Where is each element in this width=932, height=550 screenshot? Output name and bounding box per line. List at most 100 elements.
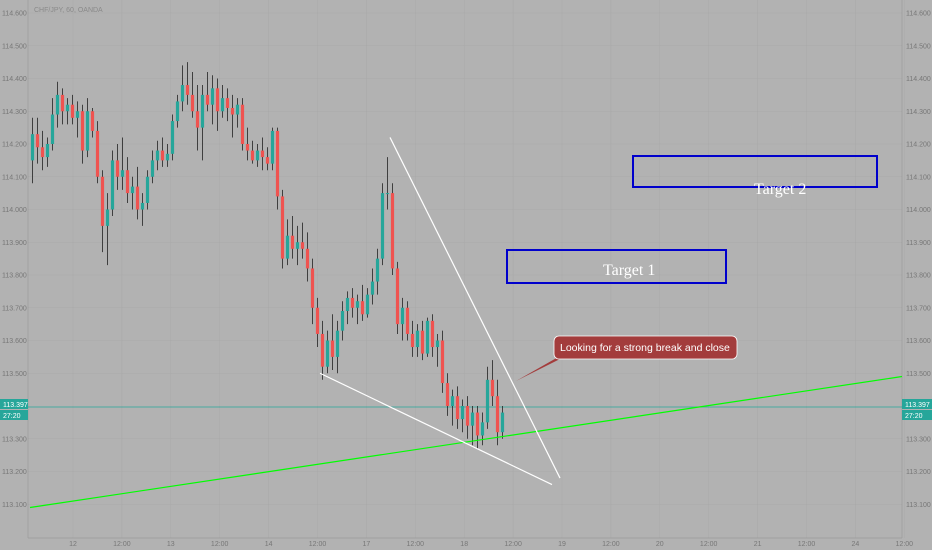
y-tick-label-left: 113.700 bbox=[2, 305, 27, 312]
candle-body bbox=[235, 104, 240, 115]
candle-body bbox=[205, 94, 210, 105]
candle-body bbox=[330, 340, 335, 357]
y-tick-label-right: 113.700 bbox=[906, 305, 931, 312]
target-1-box[interactable] bbox=[506, 249, 727, 284]
y-tick-label-right: 113.300 bbox=[906, 436, 931, 443]
x-tick-label: 12 bbox=[69, 541, 77, 548]
grid bbox=[28, 0, 905, 538]
candle-body bbox=[155, 150, 160, 161]
candle-body bbox=[140, 202, 145, 210]
callout-box[interactable] bbox=[553, 335, 738, 360]
candle-body bbox=[195, 111, 200, 128]
uptrend-line[interactable] bbox=[29, 375, 903, 509]
target-1-label: Target 1 bbox=[603, 262, 655, 279]
time-axis[interactable]: 12 12:00 13 12:00 14 12:00 17 12:00 18 12:00 19 12:… bbox=[28, 537, 932, 548]
candle-body bbox=[470, 412, 475, 426]
candle-body bbox=[380, 193, 385, 259]
price-tag-left bbox=[0, 399, 28, 409]
y-tick-label-left: 114.600 bbox=[2, 11, 27, 18]
candle-body bbox=[145, 176, 150, 203]
candle-body bbox=[275, 130, 280, 197]
candle-body bbox=[495, 396, 500, 433]
candle-body bbox=[220, 98, 225, 112]
price-tag-right-label: 113.397 bbox=[905, 402, 930, 409]
y-tick-label-left: 113.300 bbox=[2, 436, 27, 443]
candle-body bbox=[465, 406, 470, 426]
candle-body bbox=[105, 209, 110, 226]
candle-body bbox=[120, 170, 125, 177]
candle-body bbox=[80, 111, 85, 151]
countdown-tag-right-label: 27:20 bbox=[905, 413, 923, 420]
candle-body bbox=[90, 111, 95, 131]
candle-body bbox=[285, 235, 290, 259]
candle-body bbox=[340, 311, 345, 331]
candle-body bbox=[300, 242, 305, 249]
candle-body bbox=[150, 160, 155, 177]
candle-body bbox=[70, 104, 75, 118]
candle-body bbox=[455, 396, 460, 420]
y-tick-label-right: 113.500 bbox=[906, 371, 931, 378]
x-tick-label: 12:00 bbox=[896, 541, 914, 548]
x-tick-label: 12:00 bbox=[309, 541, 327, 548]
x-tick-label: 17 bbox=[363, 541, 371, 548]
y-tick-label-left: 114.500 bbox=[2, 43, 27, 50]
candle-body bbox=[270, 130, 275, 164]
candle-body bbox=[410, 333, 415, 348]
candle-body bbox=[35, 134, 40, 148]
price-tag-left-label: 113.397 bbox=[3, 402, 28, 409]
candle-body bbox=[210, 88, 215, 105]
target-2-label: Target 2 bbox=[754, 181, 806, 198]
wedge-lower-line[interactable] bbox=[319, 372, 553, 486]
candle-body bbox=[335, 330, 340, 357]
candle-body bbox=[255, 150, 260, 161]
candle-body bbox=[200, 94, 205, 128]
candle-body bbox=[240, 104, 245, 144]
candle-body bbox=[400, 307, 405, 325]
left-price-axis[interactable]: 114.600 114.500 114.400 114.300 114.200 114.1… bbox=[2, 0, 29, 538]
candle-body bbox=[295, 242, 300, 249]
x-tick-label: 12:00 bbox=[211, 541, 229, 548]
callout-pointer bbox=[516, 356, 566, 381]
candle-body bbox=[450, 396, 455, 406]
x-tick-label: 20 bbox=[656, 541, 664, 548]
candle-body bbox=[500, 412, 505, 433]
candle-body bbox=[425, 320, 430, 354]
candle-body bbox=[375, 258, 380, 282]
y-tick-label-left: 113.500 bbox=[2, 371, 27, 378]
callout-label: Looking for a strong break and close bbox=[560, 342, 730, 354]
candle-body bbox=[405, 307, 410, 334]
y-tick-label-right: 113.800 bbox=[906, 273, 931, 280]
candle-body bbox=[325, 340, 330, 367]
x-tick-label: 12:00 bbox=[504, 541, 522, 548]
candle-body bbox=[490, 379, 495, 397]
candle-body bbox=[290, 235, 295, 249]
x-tick-label: 12:00 bbox=[700, 541, 718, 548]
candle-body bbox=[160, 150, 165, 161]
candle-body bbox=[280, 196, 285, 259]
candle-body bbox=[355, 301, 360, 308]
candle-body bbox=[440, 340, 445, 384]
y-tick-label-left: 114.200 bbox=[2, 142, 27, 149]
candle-body bbox=[395, 268, 400, 325]
countdown-tag-left bbox=[0, 410, 28, 420]
y-tick-label-left: 113.800 bbox=[2, 273, 27, 280]
y-tick-label-left: 114.300 bbox=[2, 109, 27, 116]
x-tick-label: 24 bbox=[852, 541, 860, 548]
candle-body bbox=[55, 94, 60, 115]
drawings[interactable] bbox=[29, 137, 903, 509]
y-tick-label-left: 113.900 bbox=[2, 240, 27, 247]
x-tick-label: 12:00 bbox=[407, 541, 425, 548]
candle-body bbox=[85, 111, 90, 151]
x-tick-label: 21 bbox=[754, 541, 762, 548]
x-tick-label: 14 bbox=[265, 541, 273, 548]
candle-body bbox=[370, 281, 375, 295]
x-tick-label: 18 bbox=[460, 541, 468, 548]
candle-body bbox=[435, 340, 440, 348]
target-2-box[interactable] bbox=[632, 155, 878, 188]
candle-body bbox=[185, 85, 190, 95]
wedge-upper-line[interactable] bbox=[389, 137, 561, 479]
right-price-axis[interactable]: 114.600 114.500 114.400 114.300 114.200 114.1… bbox=[901, 0, 931, 538]
y-tick-label-left: 113.100 bbox=[2, 502, 27, 509]
